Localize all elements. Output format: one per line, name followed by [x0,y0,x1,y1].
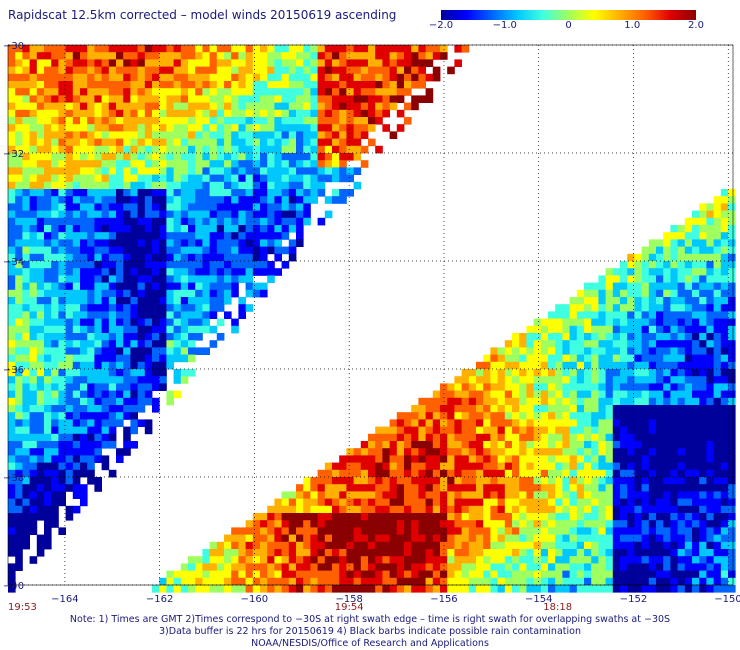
plot-frame [7,44,734,586]
latitude-labels: −30 −32 −34 −36 −38 −40 [3,41,24,592]
longitude-label: −164 [51,594,78,605]
colorbar-tick: −1.0 [492,20,517,31]
swath-time-label: 18:18 [543,602,572,613]
swath-time-label: 19:54 [335,602,364,613]
longitude-label: −160 [241,594,268,605]
map-title: Rapidscat 12.5km corrected – model winds… [8,8,397,22]
swath-time-label: 19:53 [8,602,37,613]
swath-pixels [8,45,736,593]
longitude-label: −150 [714,594,740,605]
longitude-label: −154 [525,594,552,605]
time-labels: 19:53 19:54 18:18 [8,602,572,613]
latitude-label: −34 [3,257,24,268]
colorbar [441,10,696,20]
colorbar-tick: 0 [565,20,572,31]
longitude-label: −156 [430,594,457,605]
latitude-label: −36 [3,365,24,376]
colorbar-tick: 2.0 [688,20,704,31]
note-line-3: NOAA/NESDIS/Office of Research and Appli… [251,638,489,649]
longitude-labels: −164 −162 −160 −158 −156 −154 −152 −150 [51,594,740,605]
note-line-2: 3)Data buffer is 22 hrs for 20150619 4) … [159,626,581,637]
latitude-label: −32 [3,149,24,160]
latitude-label: −30 [3,41,24,52]
colorbar-tick: 1.0 [624,20,641,31]
latitude-label: −40 [3,581,24,592]
note-line-1: Note: 1) Times are GMT 2)Times correspon… [69,614,671,625]
longitude-label: −152 [620,594,647,605]
longitude-label: −162 [146,594,173,605]
latitude-label: −38 [3,473,24,484]
colorbar-tick: −2.0 [428,20,454,31]
longitude-label: −158 [335,594,362,605]
